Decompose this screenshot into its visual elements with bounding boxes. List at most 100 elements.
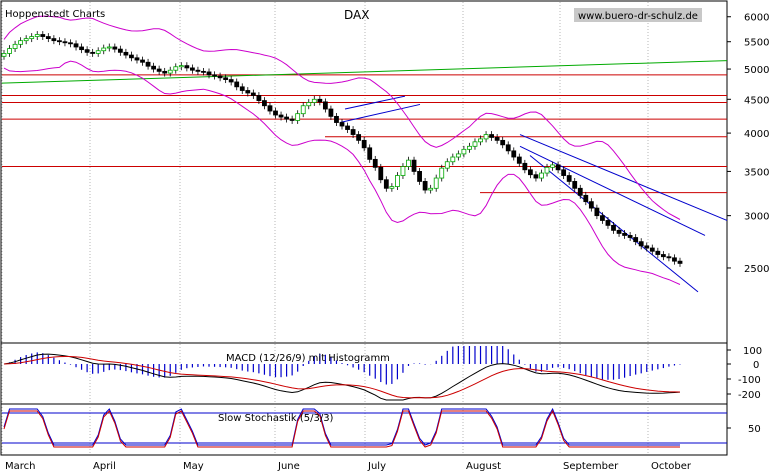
candle-body	[228, 79, 234, 83]
macd-label: MACD (12/26/9) mit Histogramm	[226, 353, 390, 364]
resistance-lines	[2, 74, 727, 194]
candle-body	[178, 65, 184, 68]
price-tick-label: 3500	[744, 167, 769, 178]
candle-body	[605, 220, 611, 226]
candle-body	[195, 69, 201, 72]
candle-body	[256, 95, 262, 101]
candle-body	[555, 164, 561, 171]
channel-upper-line	[519, 134, 728, 221]
candle-body	[494, 137, 500, 141]
candle-body	[622, 233, 627, 236]
candle-body	[638, 241, 644, 247]
candle-body	[95, 50, 101, 54]
candle-body	[245, 90, 251, 94]
long-trend-line	[1, 60, 728, 84]
month-label: June	[277, 461, 300, 472]
price-tick-label: 5500	[744, 38, 769, 49]
candle-body	[361, 139, 367, 149]
candle-body	[123, 51, 129, 56]
candle-body	[223, 77, 229, 80]
candle-body	[400, 166, 406, 176]
candle-body	[306, 102, 312, 107]
candle-body	[455, 153, 461, 158]
candle-body	[395, 175, 400, 187]
candle-body	[666, 256, 672, 259]
candle-body	[572, 181, 578, 189]
candle-body	[173, 66, 179, 71]
candle-body	[566, 175, 572, 182]
candle-body	[201, 70, 206, 73]
candle-body	[250, 92, 256, 96]
candle-body	[328, 108, 334, 117]
stoch-k-line	[3, 407, 680, 446]
candle-body	[189, 67, 195, 71]
candle-body	[550, 164, 555, 168]
candle-body	[212, 74, 217, 77]
wedge-lower-line	[339, 103, 421, 124]
wedge-upper-line	[344, 95, 406, 110]
price-tick-label: 4000	[744, 129, 769, 140]
macd-tick-label: -100	[738, 375, 761, 386]
candle-body	[151, 65, 157, 70]
month-label: May	[183, 461, 204, 472]
candle-body	[140, 59, 145, 63]
candle-body	[439, 167, 445, 179]
candle-body	[345, 125, 350, 130]
candle-body	[79, 46, 84, 51]
candle-body	[262, 100, 267, 107]
candle-body	[267, 105, 273, 112]
candle-body	[167, 69, 173, 74]
month-label: October	[651, 461, 692, 472]
candle-body	[45, 36, 51, 39]
candle-body	[18, 40, 24, 45]
candle-body	[162, 70, 168, 74]
candle-body	[583, 194, 589, 203]
bollinger-bands	[3, 15, 681, 285]
candle-body	[217, 75, 223, 79]
candle-body	[278, 114, 284, 118]
candle-body	[311, 98, 317, 103]
candle-body	[334, 115, 339, 123]
month-label: July	[367, 461, 386, 472]
candle-body	[461, 148, 467, 155]
candle-body	[112, 46, 118, 50]
candle-body	[57, 40, 62, 43]
bollinger-upper	[3, 15, 681, 220]
macd-tick-label: 100	[743, 346, 762, 357]
chart-frame	[0, 0, 728, 456]
candle-body	[594, 207, 600, 217]
candle-body	[156, 68, 162, 72]
candle-body	[68, 42, 73, 45]
candle-body	[660, 254, 666, 258]
candle-body	[422, 181, 428, 191]
candle-body	[644, 245, 650, 249]
candle-body	[411, 159, 417, 172]
candle-body	[101, 47, 107, 52]
candle-body	[577, 187, 583, 196]
candle-body	[29, 36, 35, 39]
candle-body	[356, 134, 362, 141]
macd-tick-label: -200	[738, 390, 761, 401]
candle-body	[350, 129, 356, 135]
candle-body	[677, 260, 683, 264]
candle-body	[1, 53, 7, 57]
trend-lines	[1, 60, 728, 293]
stoch-tick-label: 50	[748, 424, 761, 435]
url-badge	[574, 8, 702, 22]
candlesticks	[1, 31, 683, 267]
candle-body	[7, 48, 12, 54]
candle-body	[206, 71, 212, 76]
candle-body	[184, 65, 190, 69]
price-tick-label: 4500	[744, 95, 769, 106]
candle-body	[649, 247, 655, 252]
candle-body	[273, 110, 278, 116]
candle-body	[539, 172, 544, 179]
url-label: www.buero-dr-schulz.de	[578, 11, 698, 22]
candle-body	[616, 229, 622, 234]
candle-body	[117, 48, 123, 53]
candle-body	[489, 134, 495, 138]
price-axis: 6000 5500 5000 4500 4000 3500 3000 2500	[727, 13, 769, 275]
candle-body	[478, 138, 483, 143]
